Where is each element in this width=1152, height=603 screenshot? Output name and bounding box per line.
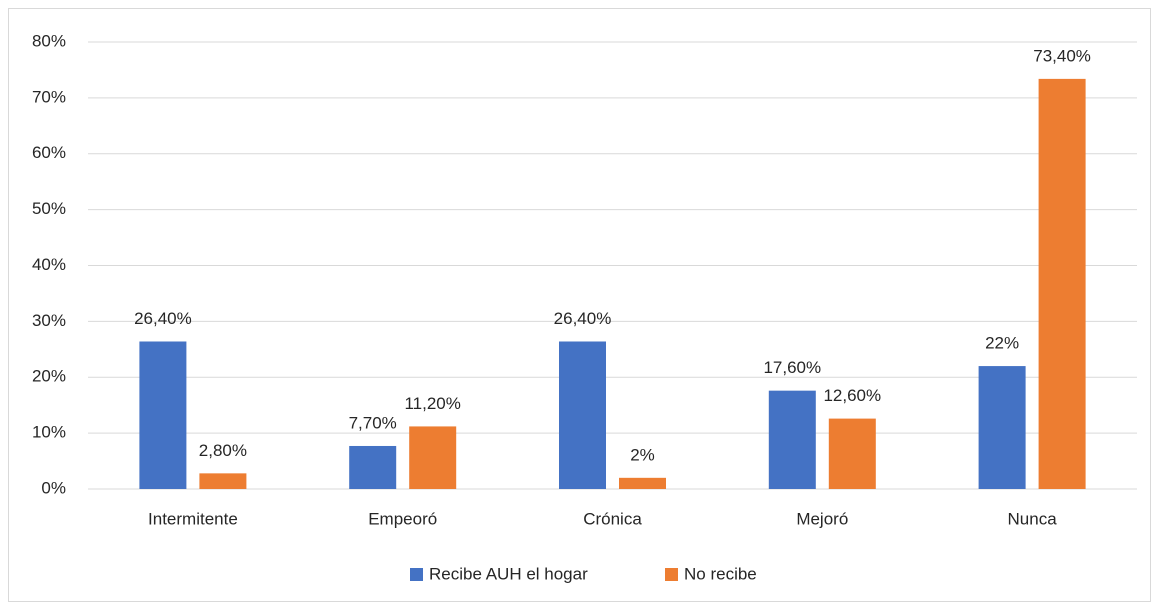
y-tick-label: 30%: [32, 311, 66, 330]
legend-swatch: [665, 568, 678, 581]
data-label: 2%: [630, 445, 655, 464]
bar: [559, 341, 606, 489]
data-label: 7,70%: [349, 413, 397, 432]
x-tick-label: Nunca: [1008, 509, 1058, 528]
legend-label: No recibe: [684, 564, 757, 583]
bar: [828, 418, 876, 489]
y-tick-label: 40%: [32, 255, 66, 274]
y-tick-label: 0%: [41, 478, 66, 497]
x-tick-label: Crónica: [583, 509, 642, 528]
y-tick-label: 50%: [32, 199, 66, 218]
bar: [139, 341, 187, 489]
data-label: 17,60%: [763, 358, 821, 377]
data-label: 22%: [985, 334, 1019, 353]
bar: [768, 390, 816, 489]
data-label: 73,40%: [1033, 46, 1091, 65]
bar: [409, 426, 457, 489]
bar: [978, 366, 1026, 489]
bar: [349, 445, 397, 489]
data-label: 12,60%: [823, 386, 881, 405]
y-tick-label: 80%: [32, 31, 66, 50]
x-tick-label: Intermitente: [148, 509, 238, 528]
y-tick-label: 60%: [32, 143, 66, 162]
bar: [199, 473, 247, 489]
legend-swatch: [410, 568, 423, 581]
data-label: 2,80%: [199, 441, 247, 460]
x-tick-label: Empeoró: [368, 509, 437, 528]
bar: [619, 477, 666, 489]
x-tick-label: Mejoró: [796, 509, 848, 528]
y-tick-label: 10%: [32, 423, 66, 442]
data-label: 26,40%: [134, 309, 192, 328]
legend-label: Recibe AUH el hogar: [429, 564, 588, 583]
data-label: 26,40%: [554, 309, 612, 328]
chart-border: [8, 8, 1151, 602]
y-tick-label: 20%: [32, 367, 66, 386]
data-label: 11,20%: [404, 394, 460, 413]
bar: [1038, 78, 1086, 489]
y-tick-label: 70%: [32, 87, 66, 106]
